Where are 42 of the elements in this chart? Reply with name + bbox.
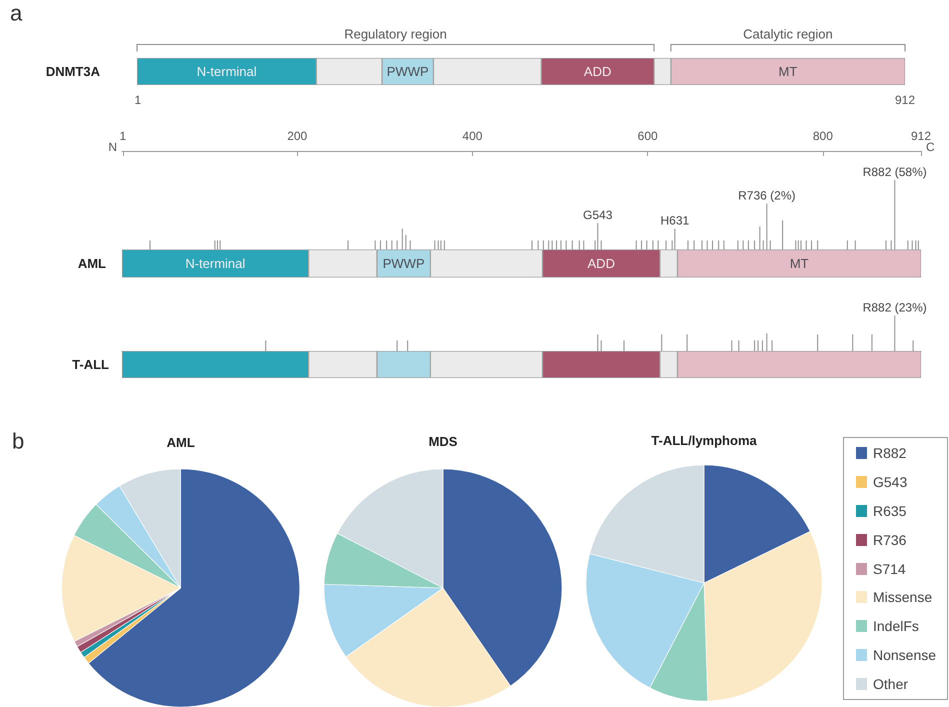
chart-title: MDS — [428, 434, 458, 449]
legend-label: R882 — [873, 445, 906, 462]
chart-title: T-ALL/lymphoma — [651, 433, 758, 448]
annotation: R882 (23%) — [862, 300, 927, 315]
legend-label: Nonsense — [873, 646, 936, 663]
annotation: H631 — [660, 214, 690, 228]
legend-label: Other — [873, 676, 908, 692]
annotation: G543 — [583, 208, 613, 222]
x-tick-label: 200 — [287, 129, 308, 143]
series-label: ADD — [584, 64, 612, 79]
x-tick-label: 600 — [638, 129, 658, 143]
text: Regulatory region — [344, 26, 447, 42]
series-label: N-terminal — [196, 64, 257, 79]
x-tick-label: 1 — [120, 129, 127, 143]
x-tick-label: 400 — [462, 129, 483, 143]
text: a — [10, 0, 23, 26]
y-tick-label: T-ALL — [72, 357, 110, 372]
text: b — [12, 428, 24, 454]
x-tick-label: 1 — [134, 93, 142, 107]
x-tick-label: 800 — [812, 129, 834, 143]
legend-label: R635 — [873, 502, 906, 519]
legend-label: R736 — [873, 532, 906, 548]
annotation: R882 (58%) — [862, 164, 927, 179]
series-label: N-terminal — [185, 256, 246, 271]
text: N — [108, 140, 117, 154]
series-label: PWWP — [382, 256, 425, 271]
y-tick-label: AML — [78, 256, 106, 271]
annotation: R736 (2%) — [738, 188, 796, 203]
legend-label: Missense — [873, 589, 932, 606]
text: C — [926, 140, 935, 154]
series-label: MT — [790, 256, 809, 271]
legend-label: IndelFs — [873, 618, 919, 634]
x-tick-label: 912 — [894, 93, 916, 107]
legend-label: S714 — [873, 560, 906, 577]
legend-label: G543 — [873, 474, 908, 490]
series-label: PWWP — [386, 64, 429, 79]
text: Catalytic region — [743, 26, 833, 42]
x-tick-label: 912 — [910, 129, 932, 143]
series-label: ADD — [588, 256, 615, 271]
chart-title: AML — [166, 435, 195, 450]
series-label: MT — [778, 64, 798, 79]
y-tick-label: DNMT3A — [46, 64, 101, 79]
